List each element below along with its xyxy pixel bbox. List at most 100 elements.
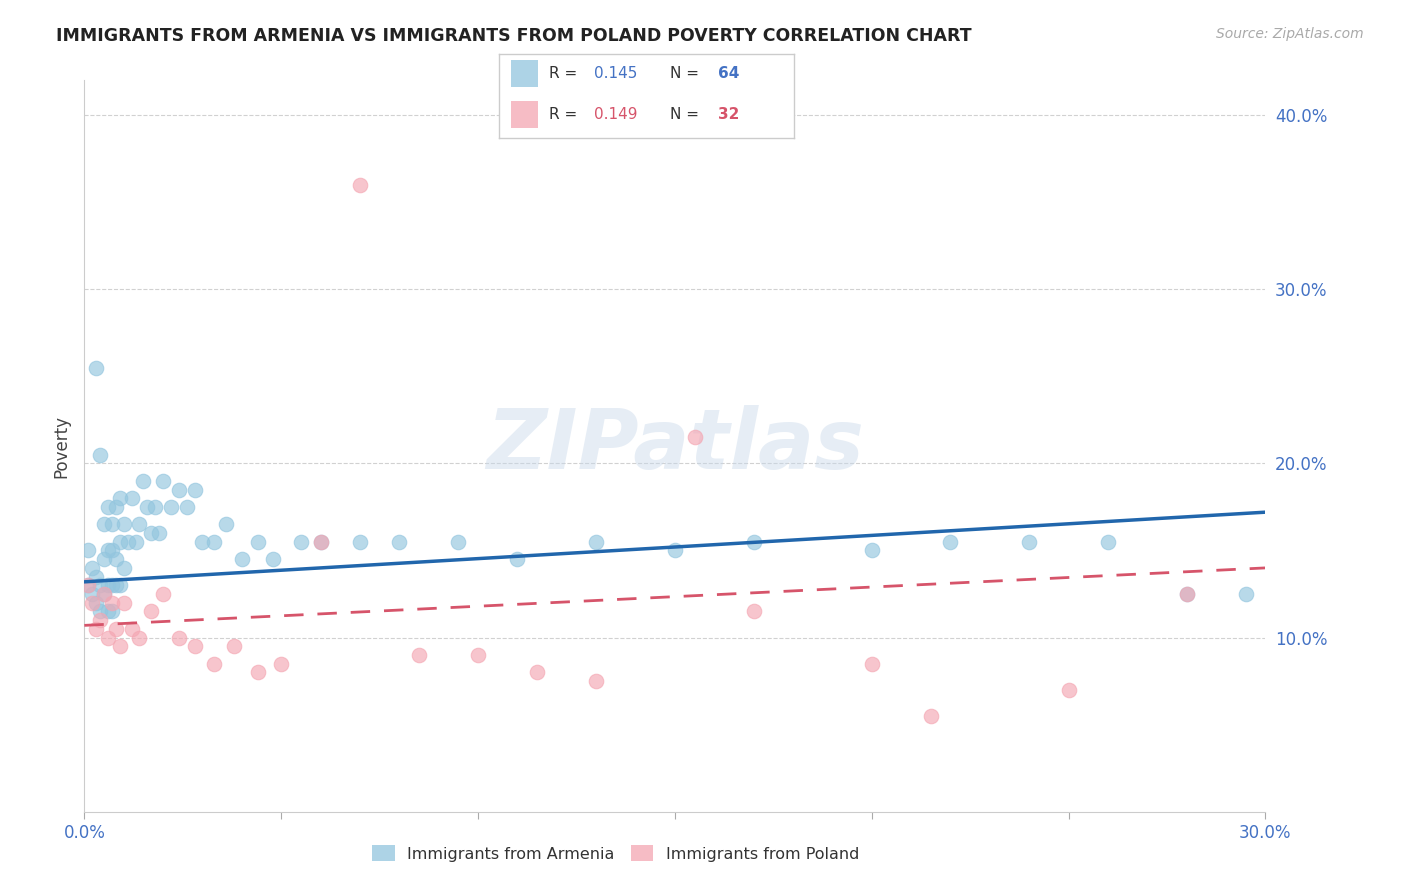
- Point: [176, 500, 198, 514]
- Point: [141, 604, 163, 618]
- Point: [132, 474, 155, 488]
- Point: [939, 534, 962, 549]
- Point: [1175, 587, 1198, 601]
- Point: [506, 552, 529, 566]
- Bar: [510, 101, 537, 128]
- Point: [152, 474, 174, 488]
- Y-axis label: Poverty: Poverty: [52, 415, 70, 477]
- Point: [1057, 682, 1080, 697]
- Point: [84, 622, 107, 636]
- Point: [101, 604, 124, 618]
- Point: [143, 500, 166, 514]
- Point: [585, 534, 607, 549]
- Point: [191, 534, 214, 549]
- Point: [97, 500, 120, 514]
- Point: [664, 543, 686, 558]
- Point: [309, 534, 332, 549]
- Point: [526, 665, 548, 680]
- Point: [77, 578, 100, 592]
- Point: [124, 534, 146, 549]
- Point: [97, 543, 120, 558]
- Point: [349, 534, 371, 549]
- Point: [93, 587, 115, 601]
- Point: [121, 622, 143, 636]
- Point: [108, 534, 131, 549]
- Point: [1097, 534, 1119, 549]
- Point: [447, 534, 470, 549]
- Legend: Immigrants from Armenia, Immigrants from Poland: Immigrants from Armenia, Immigrants from…: [364, 838, 868, 870]
- Point: [104, 622, 127, 636]
- Point: [742, 604, 765, 618]
- Point: [167, 483, 190, 497]
- Point: [920, 709, 942, 723]
- Point: [117, 534, 139, 549]
- Point: [93, 552, 115, 566]
- Point: [97, 604, 120, 618]
- Point: [136, 500, 159, 514]
- Point: [1018, 534, 1040, 549]
- Point: [104, 578, 127, 592]
- Point: [388, 534, 411, 549]
- Text: R =: R =: [550, 66, 582, 81]
- Point: [860, 657, 883, 671]
- Text: N =: N =: [671, 107, 704, 122]
- Point: [104, 552, 127, 566]
- Point: [108, 578, 131, 592]
- Text: 0.145: 0.145: [593, 66, 637, 81]
- Text: ZIPatlas: ZIPatlas: [486, 406, 863, 486]
- Point: [108, 640, 131, 654]
- Point: [585, 674, 607, 689]
- Point: [1234, 587, 1257, 601]
- Point: [104, 500, 127, 514]
- Point: [152, 587, 174, 601]
- Point: [467, 648, 489, 662]
- Point: [683, 430, 706, 444]
- Point: [112, 561, 135, 575]
- Text: IMMIGRANTS FROM ARMENIA VS IMMIGRANTS FROM POLAND POVERTY CORRELATION CHART: IMMIGRANTS FROM ARMENIA VS IMMIGRANTS FR…: [56, 27, 972, 45]
- Point: [89, 578, 111, 592]
- Point: [82, 587, 104, 601]
- Point: [160, 500, 183, 514]
- Point: [89, 604, 111, 618]
- Point: [97, 578, 120, 592]
- Bar: [510, 61, 537, 87]
- Point: [101, 596, 124, 610]
- Point: [202, 657, 225, 671]
- Point: [77, 543, 100, 558]
- Point: [183, 640, 205, 654]
- Point: [128, 517, 150, 532]
- Point: [270, 657, 292, 671]
- Point: [77, 578, 100, 592]
- Point: [262, 552, 284, 566]
- Point: [121, 491, 143, 506]
- Point: [82, 561, 104, 575]
- Point: [84, 360, 107, 375]
- Point: [101, 578, 124, 592]
- Point: [246, 665, 269, 680]
- Point: [148, 526, 170, 541]
- Point: [97, 631, 120, 645]
- Point: [215, 517, 238, 532]
- Point: [93, 517, 115, 532]
- Point: [222, 640, 245, 654]
- Point: [408, 648, 430, 662]
- Point: [141, 526, 163, 541]
- Point: [1175, 587, 1198, 601]
- Point: [349, 178, 371, 192]
- Point: [112, 596, 135, 610]
- Point: [309, 534, 332, 549]
- Text: 32: 32: [717, 107, 740, 122]
- Point: [290, 534, 312, 549]
- Point: [112, 517, 135, 532]
- Text: Source: ZipAtlas.com: Source: ZipAtlas.com: [1216, 27, 1364, 41]
- Point: [101, 517, 124, 532]
- Point: [202, 534, 225, 549]
- Point: [101, 543, 124, 558]
- Point: [860, 543, 883, 558]
- Point: [246, 534, 269, 549]
- Point: [82, 596, 104, 610]
- Point: [183, 483, 205, 497]
- Text: 64: 64: [717, 66, 740, 81]
- Point: [93, 587, 115, 601]
- Point: [108, 491, 131, 506]
